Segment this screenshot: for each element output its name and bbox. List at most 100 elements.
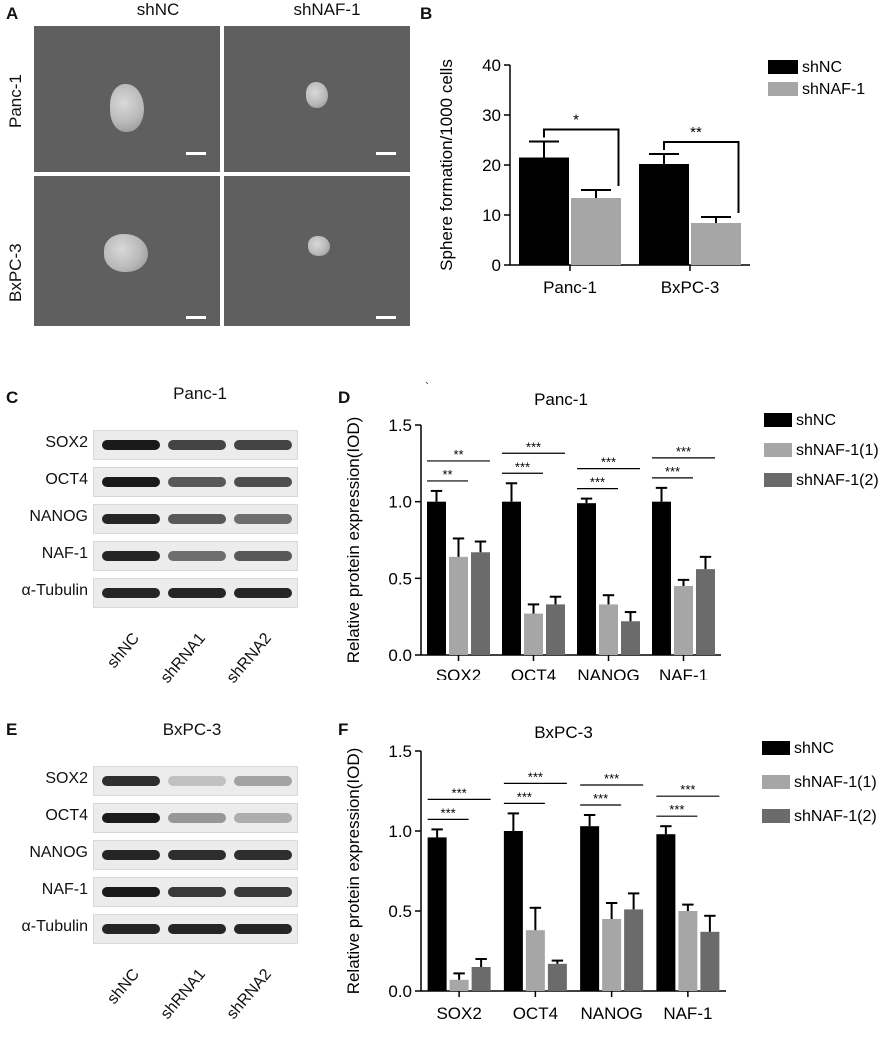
significance-label: ***: [528, 769, 543, 784]
legend-label: shNC: [796, 412, 836, 429]
bar: [546, 604, 565, 655]
blot-row-label: OCT4: [45, 807, 88, 824]
significance-label: ***: [452, 785, 467, 800]
y-tick-label: 0.0: [388, 646, 412, 665]
y-tick-label: 0.5: [388, 569, 412, 588]
blot-c-title: Panc-1: [173, 384, 227, 403]
y-tick-label: 0.5: [388, 902, 412, 921]
legend-label: shNAF-1(2): [794, 808, 877, 825]
bar: [519, 157, 569, 265]
bar: [691, 223, 741, 265]
blot-strip: [93, 766, 298, 796]
y-axis-label: Relative protein expression(IOD): [344, 417, 363, 664]
bar: [503, 831, 523, 991]
blot-band: [234, 924, 292, 934]
blot-strip: [93, 803, 298, 833]
blot-band: [234, 887, 292, 897]
blot-band: [168, 850, 226, 860]
y-tick-label: 40: [482, 56, 501, 75]
blot-band: [102, 887, 160, 897]
y-tick-label: 1.0: [388, 493, 412, 512]
bar: [449, 979, 469, 991]
blot-e-title: BxPC-3: [162, 720, 222, 739]
bar: [696, 569, 715, 655]
bar: [624, 909, 644, 991]
scale-bar: [376, 152, 396, 155]
blot-band: [234, 440, 292, 450]
bar: [524, 613, 543, 655]
significance-label: ***: [517, 789, 532, 804]
significance-label: ***: [601, 455, 616, 470]
blot-strip: [93, 840, 298, 870]
blot-band: [168, 813, 226, 823]
x-tick-label: NAF-1: [659, 666, 708, 680]
significance-bracket: [663, 141, 740, 213]
blot-lane-label: shRNA1: [157, 966, 210, 1023]
blot-lane-label: shRNA1: [157, 630, 210, 687]
y-tick-label: 0: [492, 256, 501, 275]
significance-label: ***: [676, 444, 691, 459]
blot-band: [168, 440, 226, 450]
legend-label: shNAF-1: [802, 81, 865, 98]
bar: [571, 198, 621, 265]
x-tick-label: SOX2: [436, 666, 481, 680]
blot-strip: [93, 877, 298, 907]
blot-band: [234, 813, 292, 823]
blot-band: [168, 588, 226, 598]
bar: [700, 931, 720, 991]
bar: [547, 963, 567, 991]
blot-band: [234, 588, 292, 598]
blot-band: [168, 887, 226, 897]
blot-band: [234, 477, 292, 487]
blot-band: [102, 477, 160, 487]
x-tick-label: NANOG: [577, 666, 639, 680]
panel-c-letter: C: [6, 388, 19, 407]
panel-f-letter: F: [338, 720, 349, 739]
blot-row-label: NAF-1: [41, 545, 88, 562]
bar: [602, 919, 622, 991]
col-label-shnc: shNC: [136, 0, 180, 19]
legend-swatch: [764, 443, 792, 457]
blot-strip: [93, 541, 298, 571]
chart-b: 0 10 20 30 40 Sphere formation/1000 cells Panc…: [437, 56, 865, 297]
tumor-sphere: [308, 236, 330, 256]
blot-strip: [93, 914, 298, 944]
legend-swatch: [762, 741, 790, 755]
bar: [678, 911, 698, 991]
y-tick-label: 1.0: [388, 822, 412, 841]
blot-band: [168, 924, 226, 934]
significance-label: ***: [515, 459, 530, 474]
blot-band: [102, 551, 160, 561]
blot-row-label: NANOG: [29, 844, 88, 861]
row-label-panc1: Panc-1: [6, 74, 25, 128]
y-tick-label: 0.0: [388, 982, 412, 1001]
bar: [427, 837, 447, 991]
blot-lane-label: shRNA2: [223, 630, 276, 687]
x-tick-label: Panc-1: [543, 278, 597, 297]
bar: [580, 826, 600, 991]
micrograph-bxpc3-shnc: [34, 176, 220, 326]
micrograph-bxpc3-shnaf1: [224, 176, 410, 326]
significance-label: ***: [593, 791, 608, 806]
bar: [525, 930, 545, 991]
micrograph-panc1-shnc: [34, 26, 220, 172]
blot-band: [102, 924, 160, 934]
y-tick-label: 1.5: [388, 742, 412, 761]
significance-bracket: [543, 128, 620, 186]
blot-strip: [93, 578, 298, 608]
legend-swatch: [762, 775, 790, 789]
legend-label: shNC: [794, 740, 834, 757]
blot-band: [168, 477, 226, 487]
bar: [639, 164, 689, 265]
blot-strip: [93, 504, 298, 534]
legend-swatch: [768, 82, 798, 96]
blot-band: [102, 588, 160, 598]
bar: [674, 586, 693, 655]
bar: [471, 967, 491, 991]
x-tick-label: OCT4: [511, 666, 556, 680]
bar: [621, 621, 640, 655]
scale-bar: [376, 316, 396, 319]
row-label-bxpc3: BxPC-3: [6, 243, 25, 302]
blot-row-label: NANOG: [29, 508, 88, 525]
bar: [656, 834, 676, 991]
